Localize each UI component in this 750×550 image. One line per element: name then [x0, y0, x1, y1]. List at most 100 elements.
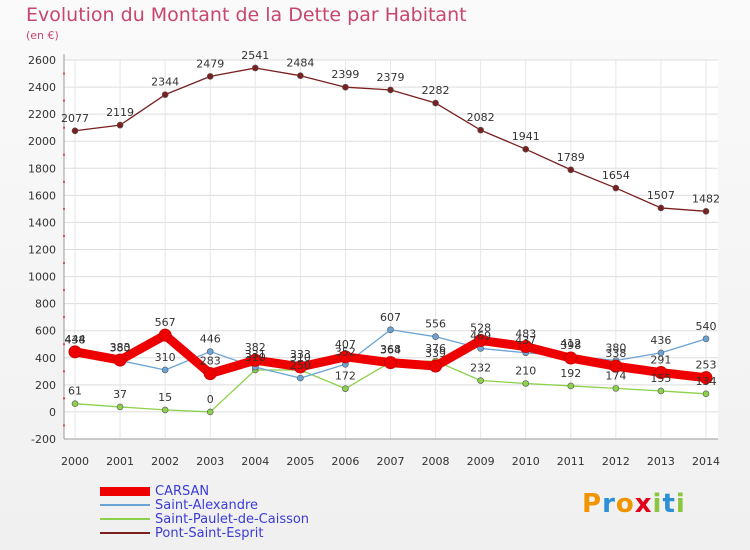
data-point	[297, 72, 304, 80]
data-label: 412	[560, 337, 581, 350]
data-label: 1789	[557, 151, 585, 164]
data-label: 232	[470, 362, 491, 375]
data-label: 567	[155, 316, 176, 329]
x-tick-label: 2007	[377, 455, 405, 468]
data-label: 444	[65, 333, 86, 346]
data-label: 1507	[647, 189, 675, 202]
x-tick-label: 2009	[467, 455, 495, 468]
data-point	[522, 145, 530, 153]
data-label: 250	[290, 359, 311, 372]
data-point	[158, 328, 172, 342]
logo-letter: i	[652, 489, 663, 519]
data-label: 352	[335, 345, 356, 358]
data-point	[384, 356, 397, 370]
legend-item: CARSAN	[100, 483, 309, 499]
data-point	[116, 121, 124, 129]
data-label: 380	[110, 341, 131, 354]
data-label: 1654	[602, 169, 630, 182]
data-point	[432, 333, 439, 340]
data-point	[161, 406, 169, 414]
legend-swatch	[100, 486, 150, 496]
data-point	[293, 360, 307, 374]
data-point	[342, 83, 349, 91]
x-tick-label: 2011	[557, 455, 585, 468]
data-label: 1482	[692, 192, 720, 205]
legend-item: Pont-Saint-Esprit	[100, 526, 309, 541]
logo-letter: i	[675, 489, 686, 519]
data-label: 172	[335, 370, 356, 383]
data-label: 2399	[331, 68, 359, 81]
x-tick-label: 2004	[241, 455, 269, 468]
data-point	[612, 184, 620, 192]
data-label: 407	[335, 338, 356, 351]
data-label: 310	[155, 351, 176, 364]
data-label: 436	[650, 334, 671, 347]
data-point	[297, 374, 304, 382]
data-label: 380	[605, 341, 626, 354]
y-tick-label: 1600	[28, 189, 56, 202]
data-point	[71, 127, 79, 135]
data-label: 2479	[196, 57, 224, 70]
y-tick-label: 400	[35, 352, 56, 365]
data-label: 483	[515, 328, 536, 341]
data-point	[338, 350, 352, 364]
data-point	[564, 351, 578, 365]
data-label: 253	[696, 359, 717, 372]
data-point	[387, 326, 394, 334]
data-label: 376	[425, 342, 446, 355]
y-tick-label: 1200	[28, 244, 56, 257]
y-tick-label: 2000	[28, 135, 56, 148]
data-point	[387, 86, 394, 94]
data-point	[342, 385, 349, 392]
data-point	[206, 348, 214, 355]
x-tick-label: 2010	[512, 455, 540, 468]
data-point	[519, 340, 533, 354]
data-point	[206, 73, 214, 80]
proxiti-logo: Proxiti	[582, 489, 686, 519]
data-label: 134	[696, 375, 717, 388]
data-label: 438	[65, 334, 86, 347]
data-point	[699, 371, 713, 385]
data-point	[657, 204, 665, 212]
x-tick-label: 2014	[692, 455, 720, 468]
data-label: 398	[560, 339, 581, 352]
data-label: 310	[245, 351, 266, 364]
legend-item: Saint-Paulet-de-Caisson	[100, 512, 309, 527]
data-label: 2379	[377, 71, 405, 84]
data-label: 556	[425, 318, 446, 331]
y-tick-label: 1400	[28, 216, 56, 229]
y-tick-label: 200	[35, 379, 56, 392]
data-label: 607	[380, 311, 401, 324]
x-tick-label: 2000	[61, 455, 89, 468]
data-point	[429, 359, 443, 373]
data-label: 469	[470, 329, 491, 342]
data-label: 368	[380, 343, 401, 356]
data-label: 155	[650, 372, 671, 385]
data-label: 174	[605, 369, 626, 382]
data-point	[702, 208, 710, 215]
data-point	[702, 335, 710, 343]
data-label: 331	[245, 348, 266, 361]
data-label: 333	[290, 348, 311, 361]
logo-letter: o	[615, 489, 635, 519]
data-point	[432, 99, 439, 107]
chart-legend: CARSAN Saint-Alexandre Saint-Paulet-de-Cai…	[100, 483, 309, 541]
data-point	[68, 345, 82, 359]
data-label: 15	[158, 391, 172, 404]
data-label: 364	[380, 344, 401, 357]
data-label: 2082	[467, 111, 495, 124]
data-label: 1941	[512, 130, 540, 143]
x-tick-label: 2008	[422, 455, 450, 468]
data-label: 2541	[241, 49, 269, 62]
y-tick-label: 1000	[28, 271, 56, 284]
data-point	[248, 353, 262, 367]
data-point	[612, 385, 620, 392]
legend-label: CARSAN	[155, 483, 210, 499]
y-tick-label: 1800	[28, 162, 56, 175]
data-point	[567, 382, 575, 390]
data-label: 37	[113, 388, 127, 401]
legend-item: Saint-Alexandre	[100, 498, 309, 513]
data-point	[609, 359, 623, 373]
logo-letter: P	[582, 489, 603, 519]
